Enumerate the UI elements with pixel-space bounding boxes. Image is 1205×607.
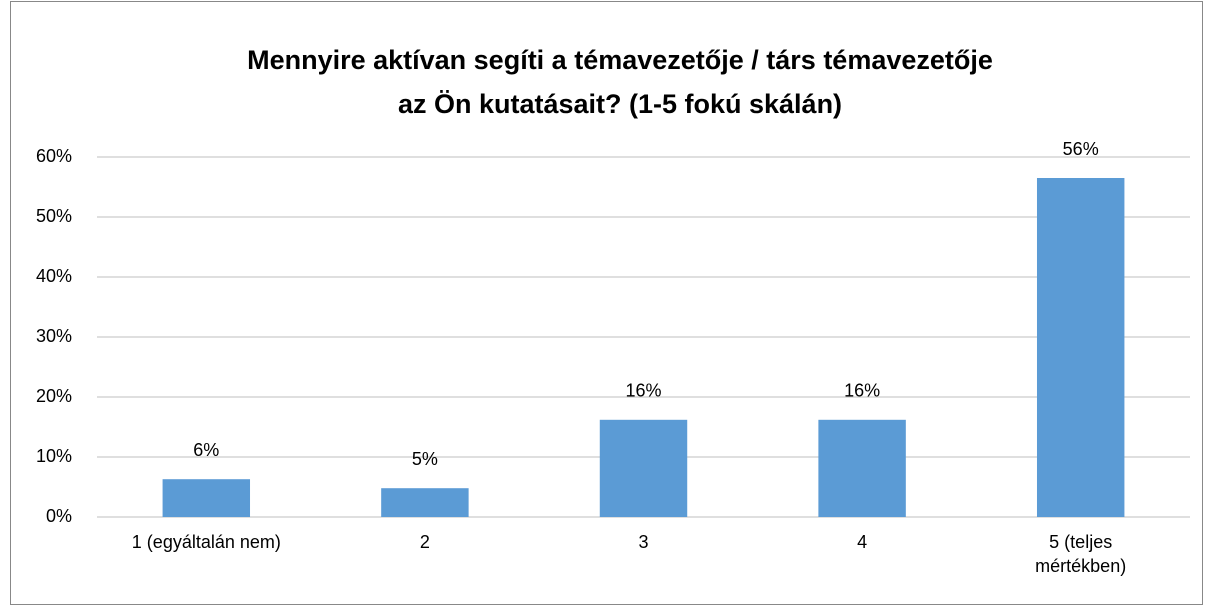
y-tick-label: 20%: [36, 386, 72, 406]
bar: [818, 419, 906, 517]
y-tick-label: 0%: [46, 506, 72, 526]
bar: [1036, 178, 1125, 517]
bar: [381, 488, 469, 517]
x-tick-label: 5 (teljes mértékben): [1035, 532, 1127, 576]
chart-title: Mennyire aktívan segíti a témavezetője /…: [247, 45, 993, 119]
value-label: 5%: [412, 449, 438, 469]
x-tick-label: 2: [419, 532, 430, 552]
value-label: 56%: [1063, 139, 1099, 159]
x-tick-label: 3: [638, 532, 649, 552]
bar: [162, 479, 251, 517]
y-tick-label: 60%: [36, 146, 72, 166]
value-label: 6%: [193, 440, 219, 460]
y-tick-label: 30%: [36, 326, 72, 346]
value-label: 16%: [844, 381, 880, 401]
value-label: 16%: [625, 381, 661, 401]
y-tick-label: 40%: [36, 266, 72, 286]
y-tick-label: 10%: [36, 446, 72, 466]
x-tick-label: 1 (egyáltalán nem): [131, 532, 281, 552]
bar: [599, 419, 688, 517]
x-tick-label: 4: [857, 532, 868, 552]
y-tick-label: 50%: [36, 206, 72, 226]
